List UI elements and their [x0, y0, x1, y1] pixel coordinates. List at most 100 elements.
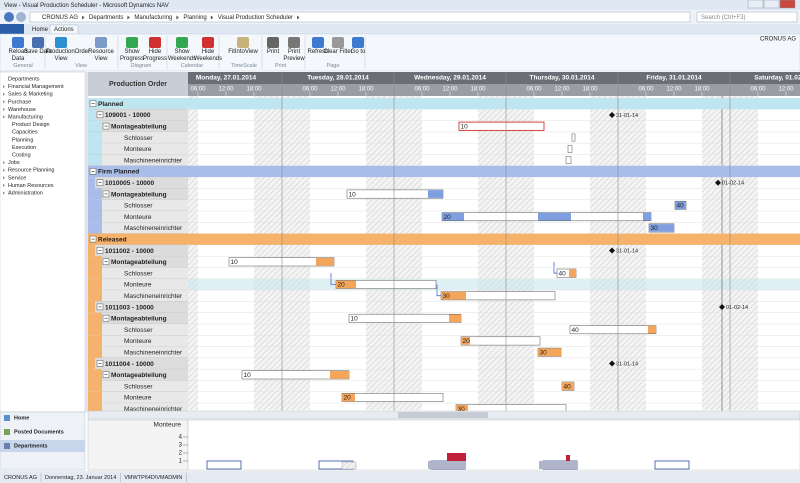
nav-splitter: [85, 72, 88, 412]
day-label: Wednesday, 29.01.2014: [414, 75, 486, 82]
operation-progress: [428, 190, 443, 198]
row-label: Schlosser: [124, 327, 153, 334]
forward-button[interactable]: [16, 12, 26, 22]
ribbon-button[interactable]: Reload Data: [8, 49, 28, 62]
nav-item[interactable]: Resource Planning: [8, 168, 54, 174]
nav-item[interactable]: Administration: [8, 190, 43, 196]
operation-bar[interactable]: [458, 121, 545, 131]
y-tick-label: 2: [179, 451, 183, 457]
back-button[interactable]: [4, 12, 14, 22]
window-button[interactable]: [779, 0, 796, 9]
ribbon-button[interactable]: Print Preview: [283, 49, 305, 62]
scroll-thumb[interactable]: [398, 412, 488, 418]
ribbon-icon[interactable]: [149, 37, 161, 48]
ribbon-icon[interactable]: [126, 37, 138, 48]
nav-item[interactable]: Human Resources: [8, 183, 54, 189]
nav-item[interactable]: Warehouse: [8, 107, 36, 113]
section-strip: [88, 346, 102, 358]
nav-button[interactable]: Departments: [14, 443, 48, 449]
nav-item[interactable]: Sales & Marketing: [8, 92, 53, 98]
address-box: [29, 11, 691, 23]
window-button[interactable]: [763, 0, 780, 9]
nav-item[interactable]: Costing: [12, 152, 31, 158]
ribbon-group-label: Calendar: [180, 63, 204, 69]
row-label-bg: [88, 143, 188, 155]
row-label: 1010005 - 10000: [105, 180, 155, 187]
file-menu[interactable]: [0, 24, 24, 34]
row-label: Montageabteilung: [111, 191, 167, 198]
ribbon-button[interactable]: Save Data: [23, 49, 53, 55]
nav-item[interactable]: Departments: [8, 76, 40, 82]
ribbon-button[interactable]: ProductionOrder View: [46, 49, 91, 62]
operation-label: 40: [559, 270, 567, 277]
operation-bar[interactable]: [569, 325, 657, 335]
operation-bar[interactable]: [341, 393, 444, 402]
ribbon-icon[interactable]: [12, 37, 24, 48]
section-strip: [88, 143, 102, 155]
section-strip: [88, 188, 102, 200]
ribbon-button[interactable]: Show Progress: [119, 49, 144, 62]
operation-bar[interactable]: [460, 336, 541, 346]
breadcrumb[interactable]: Planning: [183, 15, 206, 21]
nav-pane: [0, 71, 86, 413]
selected-row: [188, 278, 800, 291]
ribbon-button[interactable]: Resource View: [88, 49, 114, 62]
operation-progress: [449, 314, 461, 323]
window-button[interactable]: [747, 0, 764, 9]
nav-item[interactable]: Manufacturing: [8, 114, 43, 120]
section-strip: [88, 120, 102, 132]
ribbon-icon[interactable]: [202, 37, 214, 48]
ribbon-icon[interactable]: [332, 37, 344, 48]
breadcrumb[interactable]: Manufacturing: [134, 15, 172, 21]
ribbon-button[interactable]: Print: [266, 49, 280, 55]
ribbon-tab[interactable]: Home: [32, 27, 49, 33]
milestone: [715, 179, 721, 186]
dependency-arrow: [553, 261, 558, 274]
nav-item[interactable]: Capacities: [12, 130, 38, 136]
ribbon-icon[interactable]: [55, 37, 67, 48]
operation-label: 30: [443, 293, 451, 300]
nav-item[interactable]: Planning: [12, 137, 33, 143]
search-box[interactable]: [696, 11, 798, 23]
nav-item[interactable]: Jobs: [8, 160, 20, 166]
nav-button[interactable]: Posted Documents: [14, 429, 64, 435]
day-header: [188, 72, 800, 84]
operation-bar[interactable]: [348, 313, 462, 323]
nav-item[interactable]: Financial Management: [8, 84, 64, 90]
ribbon-button[interactable]: Clear Filter: [323, 49, 353, 55]
hour-label: 12:00: [442, 87, 458, 93]
ribbon-button[interactable]: Hide Progress: [142, 49, 167, 62]
ribbon-icon[interactable]: [237, 37, 249, 48]
row-label-bg: [88, 335, 188, 347]
ribbon-button[interactable]: Show Weekends: [167, 49, 197, 62]
nav-item[interactable]: Service: [8, 175, 26, 181]
nav-button[interactable]: Home: [14, 415, 29, 421]
nav-item[interactable]: Purchase: [8, 99, 31, 105]
row-label: Monteure: [124, 282, 152, 289]
ribbon-button[interactable]: Go to: [350, 49, 366, 55]
ribbon-icon[interactable]: [312, 37, 324, 48]
section-strip: [88, 177, 95, 189]
breadcrumb[interactable]: Departments: [89, 15, 123, 21]
breadcrumb-arrow: [297, 15, 300, 20]
milestone-label: 31-01-14: [616, 362, 638, 368]
nav-item[interactable]: Execution: [12, 145, 36, 151]
ribbon-icon[interactable]: [176, 37, 188, 48]
nav-item[interactable]: Product Design: [12, 122, 50, 128]
breadcrumb[interactable]: CRONUS AG: [42, 15, 78, 21]
ribbon-icon[interactable]: [95, 37, 107, 48]
ribbon-tab[interactable]: Actions: [54, 27, 74, 33]
ribbon-button[interactable]: FitIntoView: [228, 49, 258, 55]
group-band: [88, 165, 800, 178]
ribbon-button[interactable]: Hide Weekends: [193, 49, 223, 62]
operation-label: 30: [651, 225, 659, 232]
ribbon-icon[interactable]: [288, 37, 300, 48]
row-label-bg: [88, 301, 188, 313]
ribbon-icon[interactable]: [267, 37, 279, 48]
ribbon-icon[interactable]: [32, 37, 44, 48]
section-strip: [88, 290, 102, 302]
ribbon-button[interactable]: Refresh: [307, 49, 329, 55]
breadcrumb[interactable]: Visual Production Scheduler: [218, 15, 293, 21]
small-operation: [567, 144, 573, 153]
ribbon-icon[interactable]: [352, 37, 364, 48]
